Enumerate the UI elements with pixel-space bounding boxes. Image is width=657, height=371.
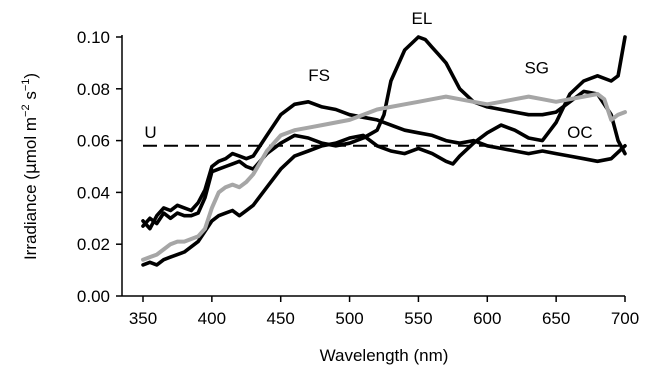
- series-line-sg: [141, 35, 627, 267]
- series-line-el: [141, 35, 627, 228]
- x-tick-label: 450: [267, 309, 295, 328]
- y-axis-title-part: Irradiance (: [21, 174, 40, 260]
- x-tick-label: 650: [542, 309, 570, 328]
- x-tick-label: 350: [129, 309, 157, 328]
- x-tick-label: 550: [404, 309, 432, 328]
- series-label-oc: OC: [567, 123, 593, 142]
- series-label-el: EL: [412, 9, 433, 28]
- x-tick-label: 700: [611, 309, 639, 328]
- series-lines: [141, 35, 627, 267]
- axes: [121, 35, 625, 297]
- x-tick-label: 400: [198, 309, 226, 328]
- x-tick-label: 500: [335, 309, 363, 328]
- series-label-sg: SG: [524, 58, 549, 77]
- y-axis-title-mu: μ: [21, 163, 41, 174]
- y-axis-title: Irradiance (μmol m−2 s−1): [20, 73, 41, 260]
- y-axis-title-superscript: −2: [20, 104, 32, 117]
- y-tick-label: 0.04: [77, 183, 110, 202]
- y-tick-label: 0.00: [77, 287, 110, 306]
- series-line-fs: [141, 100, 627, 231]
- series-labels: U FS EL SG OC: [144, 9, 592, 142]
- ticks: 0.00 0.02 0.04 0.06 0.08 0.10 350 400 450 500 550 6…: [77, 28, 639, 328]
- y-tick-label: 0.08: [77, 80, 110, 99]
- y-axis-title-superscript: −1: [20, 79, 32, 92]
- y-tick-label: 0.10: [77, 28, 110, 47]
- y-axis-title-part: s: [21, 91, 40, 104]
- x-axis-title: Wavelength (nm): [320, 346, 449, 365]
- y-tick-label: 0.06: [77, 132, 110, 151]
- y-axis-title-part: mol m: [21, 117, 40, 163]
- x-tick-label: 600: [473, 309, 501, 328]
- series-line-oc: [141, 92, 627, 262]
- series-label-u: U: [144, 123, 156, 142]
- series-label-fs: FS: [308, 66, 330, 85]
- y-axis-title-part: ): [21, 73, 40, 79]
- y-tick-label: 0.02: [77, 235, 110, 254]
